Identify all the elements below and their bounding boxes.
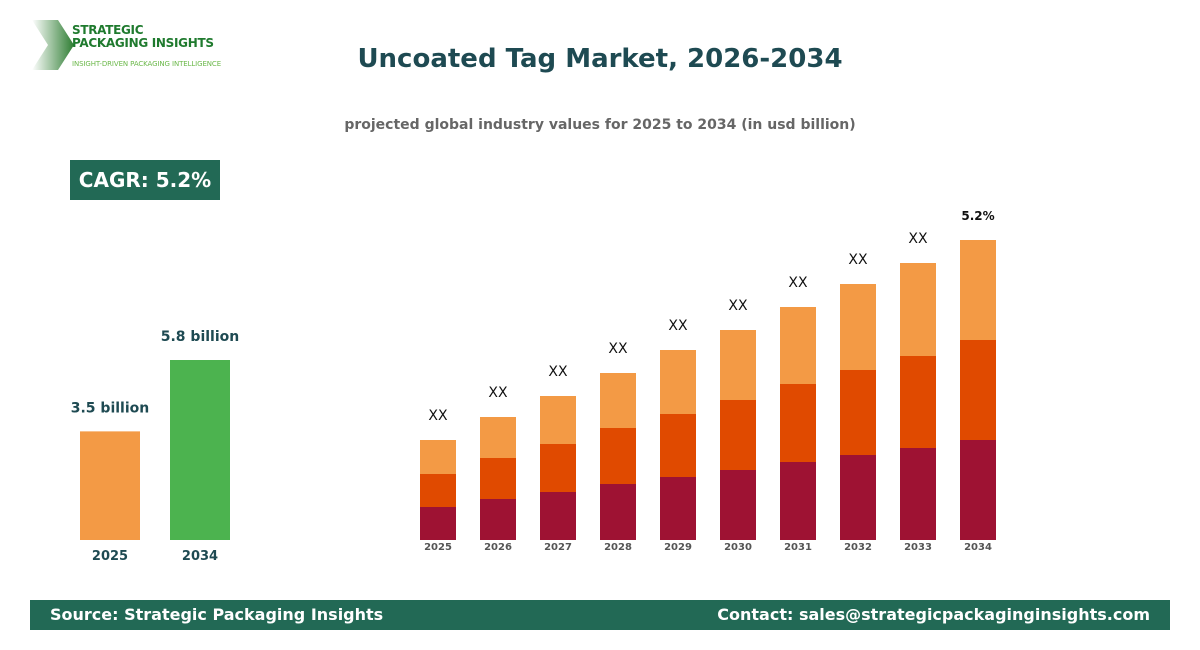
bar-segment-2027-0 xyxy=(540,492,576,540)
bar-segment-2026-2 xyxy=(480,417,516,458)
bar-segment-2034-2 xyxy=(960,240,996,340)
logo-text: STRATEGIC xyxy=(72,23,144,37)
bar-segment-2028-0 xyxy=(600,484,636,540)
data-label: XX xyxy=(608,341,628,357)
bar-2025 xyxy=(80,431,140,540)
bar-segment-2028-2 xyxy=(600,373,636,428)
bar-segment-2033-2 xyxy=(900,263,936,356)
data-label: XX xyxy=(428,408,448,424)
bar-segment-2028-1 xyxy=(600,428,636,484)
bar-segment-2032-0 xyxy=(840,455,876,540)
bar-segment-2029-0 xyxy=(660,477,696,540)
x-tick-label: 2030 xyxy=(724,542,752,553)
data-label: XX xyxy=(728,298,748,314)
x-tick-label: 2025 xyxy=(424,542,452,553)
bar-segment-2025-1 xyxy=(420,474,456,507)
footer-contact: Contact: sales@strategicpackaginginsight… xyxy=(717,605,1150,624)
x-tick-label: 2034 xyxy=(964,542,992,553)
data-label: 5.8 billion xyxy=(161,329,239,345)
bar-segment-2033-1 xyxy=(900,356,936,448)
chart-area: 3.5 billion 2025 5.8 billion 2034 XX 2025 XX 20… xyxy=(71,209,996,564)
bar-segment-2025-0 xyxy=(420,507,456,540)
data-label: XX xyxy=(548,364,568,380)
x-tick-label: 2029 xyxy=(664,542,692,553)
chart-subtitle: projected global industry values for 202… xyxy=(344,117,856,133)
bar-segment-2025-2 xyxy=(420,440,456,474)
bar-2034 xyxy=(170,360,230,540)
bar-segment-2032-1 xyxy=(840,370,876,455)
x-tick-label: 2033 xyxy=(904,542,932,553)
bar-segment-2030-2 xyxy=(720,330,756,400)
bar-segment-2029-2 xyxy=(660,350,696,414)
logo-chevron-icon xyxy=(32,20,74,70)
x-tick-label: 2031 xyxy=(784,542,812,553)
data-label: XX xyxy=(788,275,808,291)
chart-title: Uncoated Tag Market, 2026-2034 xyxy=(357,44,843,74)
x-tick-label: 2027 xyxy=(544,542,572,553)
bar-segment-2034-1 xyxy=(960,340,996,440)
bar-segment-2030-1 xyxy=(720,400,756,470)
bar-segment-2027-1 xyxy=(540,444,576,492)
logo-text: PACKAGING INSIGHTS xyxy=(72,36,214,50)
bar-segment-2030-0 xyxy=(720,470,756,540)
data-label: XX xyxy=(908,231,928,247)
x-tick-label: 2026 xyxy=(484,542,512,553)
logo-tagline: INSIGHT-DRIVEN PACKAGING INTELLIGENCE xyxy=(72,60,222,68)
data-label: 5.2% xyxy=(961,209,994,223)
x-tick-label: 2034 xyxy=(182,549,218,564)
bar-segment-2031-0 xyxy=(780,462,816,540)
cagr-badge: CAGR: 5.2% xyxy=(70,160,220,200)
x-tick-label: 2032 xyxy=(844,542,872,553)
data-label: XX xyxy=(848,252,868,268)
data-label: 3.5 billion xyxy=(71,400,149,416)
data-label: XX xyxy=(668,318,688,334)
footer-bar: Source: Strategic Packaging Insights Con… xyxy=(30,600,1170,630)
data-label: XX xyxy=(488,385,508,401)
x-tick-label: 2025 xyxy=(92,549,128,564)
bar-segment-2026-1 xyxy=(480,458,516,499)
bar-segment-2032-2 xyxy=(840,284,876,370)
bar-segment-2029-1 xyxy=(660,414,696,477)
x-tick-label: 2028 xyxy=(604,542,632,553)
bar-segment-2027-2 xyxy=(540,396,576,444)
bar-segment-2031-2 xyxy=(780,307,816,384)
bar-segment-2031-1 xyxy=(780,384,816,462)
bar-segment-2034-0 xyxy=(960,440,996,540)
bar-segment-2026-0 xyxy=(480,499,516,540)
footer-source: Source: Strategic Packaging Insights xyxy=(50,605,384,624)
bar-segment-2033-0 xyxy=(900,448,936,540)
